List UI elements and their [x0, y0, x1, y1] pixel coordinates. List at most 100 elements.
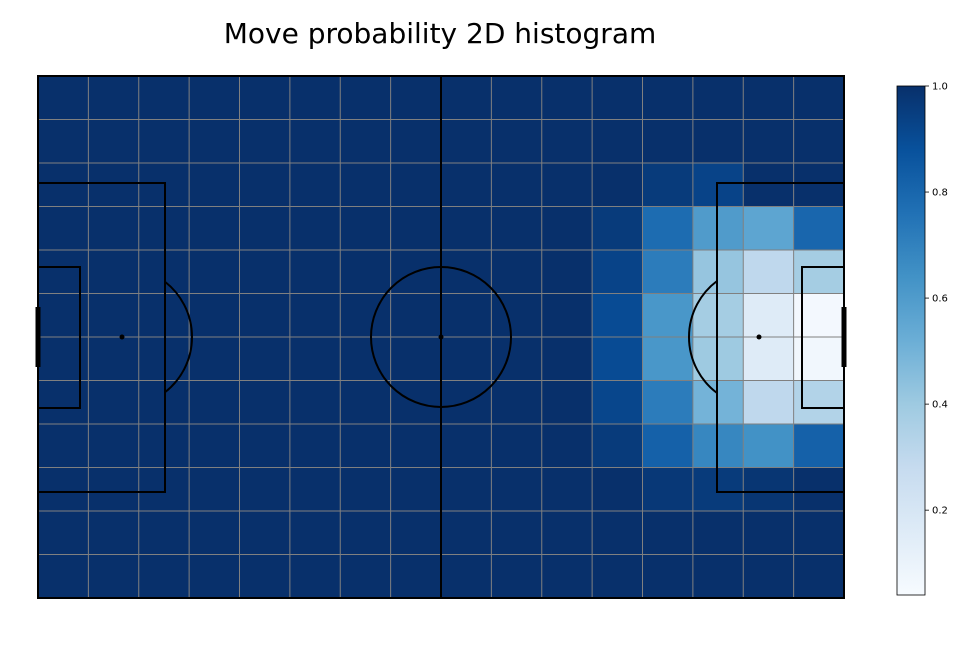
heatmap-cell [743, 293, 795, 338]
heatmap-cell [491, 119, 543, 164]
heatmap-cell [38, 293, 89, 338]
heatmap-cell [38, 119, 89, 164]
heatmap-cell [743, 337, 795, 381]
heatmap-cell [390, 511, 442, 555]
heatmap-cell [541, 293, 593, 338]
heatmap-cell [642, 380, 694, 425]
heatmap-cell [289, 206, 341, 251]
heatmap-cell [38, 76, 89, 120]
heatmap-cell [289, 511, 341, 555]
heatmap-cell [38, 380, 89, 425]
heatmap-cell [138, 511, 190, 555]
heatmap-cell [592, 511, 643, 555]
heatmap-cell [793, 206, 845, 251]
heatmap-cell [289, 293, 341, 338]
heatmap-cell [491, 380, 543, 425]
heatmap-cell [642, 511, 694, 555]
heatmap-cell [189, 337, 240, 381]
heatmap-cell [340, 467, 392, 512]
heatmap-cell [541, 337, 593, 381]
heatmap-cell [491, 293, 543, 338]
heatmap-cell [88, 206, 140, 251]
heatmap-cell [592, 76, 643, 120]
heatmap-cell [289, 424, 341, 468]
heatmap-cell [239, 467, 291, 512]
heatmap-cell [390, 163, 442, 207]
heatmap-cell [541, 163, 593, 207]
heatmap-cell [541, 76, 593, 120]
colorbar-tick-label: 0.6 [932, 294, 948, 305]
heatmap-cell [88, 380, 140, 425]
heatmap-cell [743, 554, 795, 599]
center-circle [370, 266, 512, 408]
heatmap-cell [88, 119, 140, 164]
heatmap-cell [189, 76, 240, 120]
heatmap-cell [642, 293, 694, 338]
heatmap-cell [289, 76, 341, 120]
penalty-arc-left [164, 280, 193, 394]
heatmap-cell [743, 511, 795, 555]
heatmap-cell [340, 554, 392, 599]
heatmap-cell [592, 467, 643, 512]
heatmap-cell [692, 554, 744, 599]
heatmap-cell [340, 337, 392, 381]
heatmap-cell [491, 76, 543, 120]
heatmap-cell [743, 76, 795, 120]
heatmap-cell [441, 163, 492, 207]
heatmap-cell [592, 424, 643, 468]
heatmap-cell [692, 76, 744, 120]
colorbar-tick-label: 0.2 [932, 506, 948, 517]
heatmap-cell [541, 206, 593, 251]
heatmap-cell [340, 76, 392, 120]
heatmap-cell [38, 250, 89, 294]
heatmap-cell [289, 380, 341, 425]
heatmap-cell [793, 424, 845, 468]
heatmap-cell [642, 206, 694, 251]
heatmap-cell [692, 206, 744, 251]
heatmap-cell [38, 163, 89, 207]
heatmap-cell [441, 76, 492, 120]
heatmap-cell [239, 337, 291, 381]
heatmap-cell [340, 206, 392, 251]
heatmap-cell [38, 424, 89, 468]
heatmap-cell [793, 76, 845, 120]
heatmap-cell [692, 337, 744, 381]
heatmap-cell [289, 119, 341, 164]
heatmap-cell [541, 119, 593, 164]
heatmap-cell [642, 337, 694, 381]
heatmap-cell [491, 554, 543, 599]
heatmap-cell [743, 250, 795, 294]
heatmap-cell [189, 380, 240, 425]
heatmap-cell [642, 250, 694, 294]
heatmap-cell [239, 119, 291, 164]
heatmap-cell [289, 163, 341, 207]
heatmap-cell [189, 554, 240, 599]
heatmap-cell [692, 380, 744, 425]
chart-title: Move probability 2D histogram [224, 17, 657, 50]
heatmap-cell [289, 554, 341, 599]
heatmap-cell [390, 206, 442, 251]
heatmap-cell [38, 467, 89, 512]
heatmap-cell [340, 424, 392, 468]
heatmap-cell [239, 424, 291, 468]
heatmap-cell [239, 380, 291, 425]
heatmap-cell [793, 467, 845, 512]
heatmap-cell [88, 76, 140, 120]
heatmap-cell [793, 554, 845, 599]
heatmap-cell [541, 554, 593, 599]
heatmap-cell [88, 293, 140, 338]
heatmap-cell [88, 554, 140, 599]
heatmap-cell [390, 337, 442, 381]
heatmap-cell [441, 424, 492, 468]
heatmap-cell [592, 119, 643, 164]
colorbar-tick-label: 0.8 [932, 188, 948, 199]
colorbar-tick-label: 1.0 [932, 82, 948, 93]
heatmap-cell [743, 119, 795, 164]
heatmap-cell [88, 511, 140, 555]
heatmap-cell [38, 337, 89, 381]
heatmap-cell [642, 119, 694, 164]
heatmap-cell [239, 206, 291, 251]
heatmap-cell [289, 467, 341, 512]
heatmap-cell [289, 337, 341, 381]
heatmap-cell [189, 163, 240, 207]
